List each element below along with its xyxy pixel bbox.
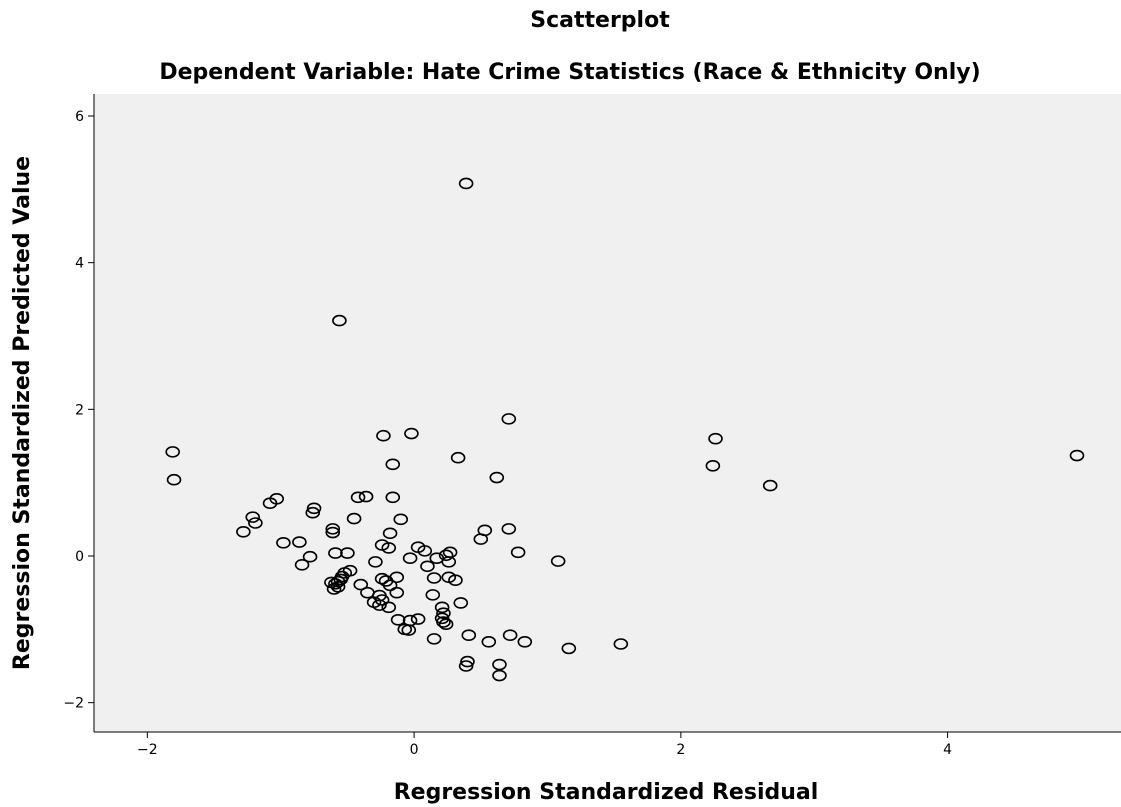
- data-point: [248, 517, 263, 529]
- data-point: [705, 459, 721, 472]
- data-point: [376, 429, 391, 442]
- data-point: [325, 523, 341, 535]
- data-point: [492, 658, 507, 671]
- data-point: [502, 629, 518, 642]
- data-point: [481, 635, 497, 648]
- data-point: [381, 542, 397, 554]
- data-point: [426, 633, 442, 645]
- data-point: [441, 556, 457, 568]
- data-points: [165, 177, 1085, 682]
- data-point: [510, 546, 526, 559]
- x-axis-label: Regression Standardized Residual: [394, 780, 819, 805]
- data-point: [165, 446, 180, 458]
- data-point: [434, 601, 450, 614]
- chart-title: Scatterplot: [530, 8, 670, 33]
- data-point: [389, 586, 405, 599]
- data-point: [381, 601, 397, 614]
- data-point: [402, 552, 418, 565]
- data-point: [236, 525, 251, 538]
- y-axis-label: Regression Standardized Predicted Value: [10, 156, 35, 670]
- data-point: [613, 638, 629, 650]
- data-point: [489, 471, 505, 484]
- data-point: [325, 526, 341, 539]
- y-axis-ticks: −2 0 2 4 6: [63, 109, 94, 712]
- data-point: [708, 432, 723, 445]
- data-point: [306, 502, 322, 515]
- chart-subtitle: Dependent Variable: Hate Crime Statistic…: [159, 60, 980, 85]
- data-point: [385, 458, 401, 471]
- data-point: [353, 578, 369, 591]
- y-tick-label: 4: [75, 256, 84, 272]
- data-point: [501, 523, 517, 535]
- data-point: [448, 574, 463, 587]
- data-point: [294, 558, 310, 571]
- data-point: [390, 613, 406, 626]
- data-point: [358, 490, 374, 503]
- data-point: [389, 571, 405, 584]
- data-point: [458, 177, 474, 190]
- data-point: [328, 547, 343, 559]
- data-point: [460, 655, 475, 668]
- x-tick-label: −2: [137, 742, 158, 758]
- data-point: [245, 511, 261, 523]
- data-point: [385, 491, 401, 504]
- data-point: [436, 616, 451, 628]
- data-point: [368, 556, 383, 568]
- data-point: [302, 550, 318, 563]
- y-tick-label: −2: [63, 696, 84, 712]
- data-point: [501, 413, 517, 425]
- data-point: [330, 575, 346, 588]
- data-point: [305, 506, 321, 519]
- data-point: [262, 497, 278, 510]
- x-tick-label: 2: [676, 742, 685, 758]
- data-point: [438, 618, 454, 631]
- data-point: [436, 607, 451, 620]
- data-point: [550, 555, 566, 567]
- data-point: [374, 572, 390, 585]
- data-point: [426, 572, 442, 584]
- data-point: [473, 533, 489, 545]
- data-point: [276, 536, 291, 549]
- data-point: [420, 560, 435, 573]
- data-point: [762, 479, 778, 492]
- data-point: [401, 624, 417, 636]
- data-point: [453, 597, 469, 609]
- y-tick-label: 2: [75, 402, 84, 418]
- data-point: [417, 545, 433, 557]
- y-tick-label: 0: [75, 549, 84, 565]
- data-point: [458, 660, 474, 672]
- data-point: [517, 635, 533, 648]
- data-point: [425, 589, 441, 601]
- x-tick-label: 4: [943, 742, 952, 758]
- data-point: [292, 536, 307, 548]
- data-point: [166, 473, 182, 486]
- x-tick-label: 0: [410, 742, 419, 758]
- data-point: [346, 512, 362, 525]
- data-point: [340, 547, 355, 559]
- data-point: [492, 669, 507, 682]
- data-point: [461, 629, 477, 642]
- data-point: [561, 642, 577, 655]
- data-point: [438, 549, 454, 562]
- data-point: [450, 451, 466, 464]
- y-tick-label: 6: [75, 109, 84, 125]
- data-point: [382, 527, 398, 540]
- data-point: [410, 613, 426, 625]
- data-point: [326, 583, 342, 595]
- data-point: [393, 513, 409, 526]
- data-point: [372, 599, 387, 611]
- data-point: [332, 314, 347, 327]
- plot-area: [94, 94, 1121, 732]
- x-axis-ticks: −2 0 2 4: [137, 732, 952, 758]
- data-point: [350, 491, 366, 504]
- data-point: [330, 580, 346, 593]
- data-point: [404, 427, 419, 440]
- data-point: [1069, 449, 1085, 462]
